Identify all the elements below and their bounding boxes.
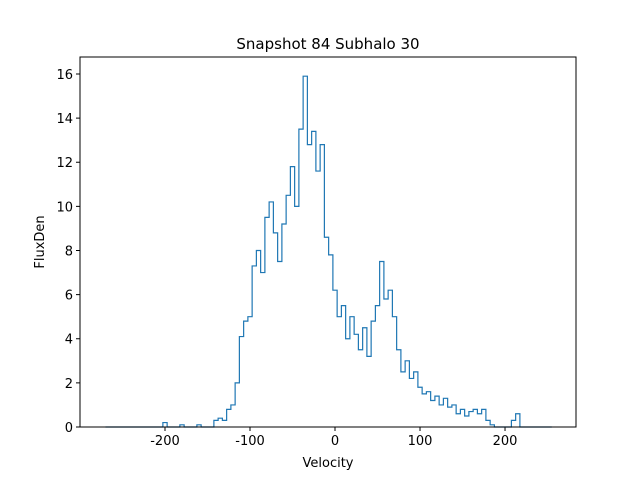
y-tick-label: 4 xyxy=(65,333,73,348)
y-tick-label: 2 xyxy=(65,377,73,392)
chart-title: Snapshot 84 Subhalo 30 xyxy=(236,35,419,53)
x-tick-label: -100 xyxy=(235,434,265,449)
y-tick-label: 6 xyxy=(65,289,73,304)
plot-frame xyxy=(79,56,577,428)
y-axis-label: FluxDen xyxy=(33,215,48,268)
y-tick-label: 8 xyxy=(65,244,73,259)
x-tick-label: 100 xyxy=(408,434,433,449)
y-tick-label: 12 xyxy=(56,156,73,171)
x-tick-label: 200 xyxy=(493,434,518,449)
x-tick-label: 0 xyxy=(331,434,339,449)
flux-line xyxy=(105,75,552,428)
y-tick-label: 0 xyxy=(65,421,73,436)
x-tick-label: -200 xyxy=(150,434,180,449)
y-tick-label: 10 xyxy=(56,200,73,215)
x-axis-label: Velocity xyxy=(303,456,354,471)
y-tick-label: 16 xyxy=(56,68,73,83)
y-tick-label: 14 xyxy=(56,112,73,127)
